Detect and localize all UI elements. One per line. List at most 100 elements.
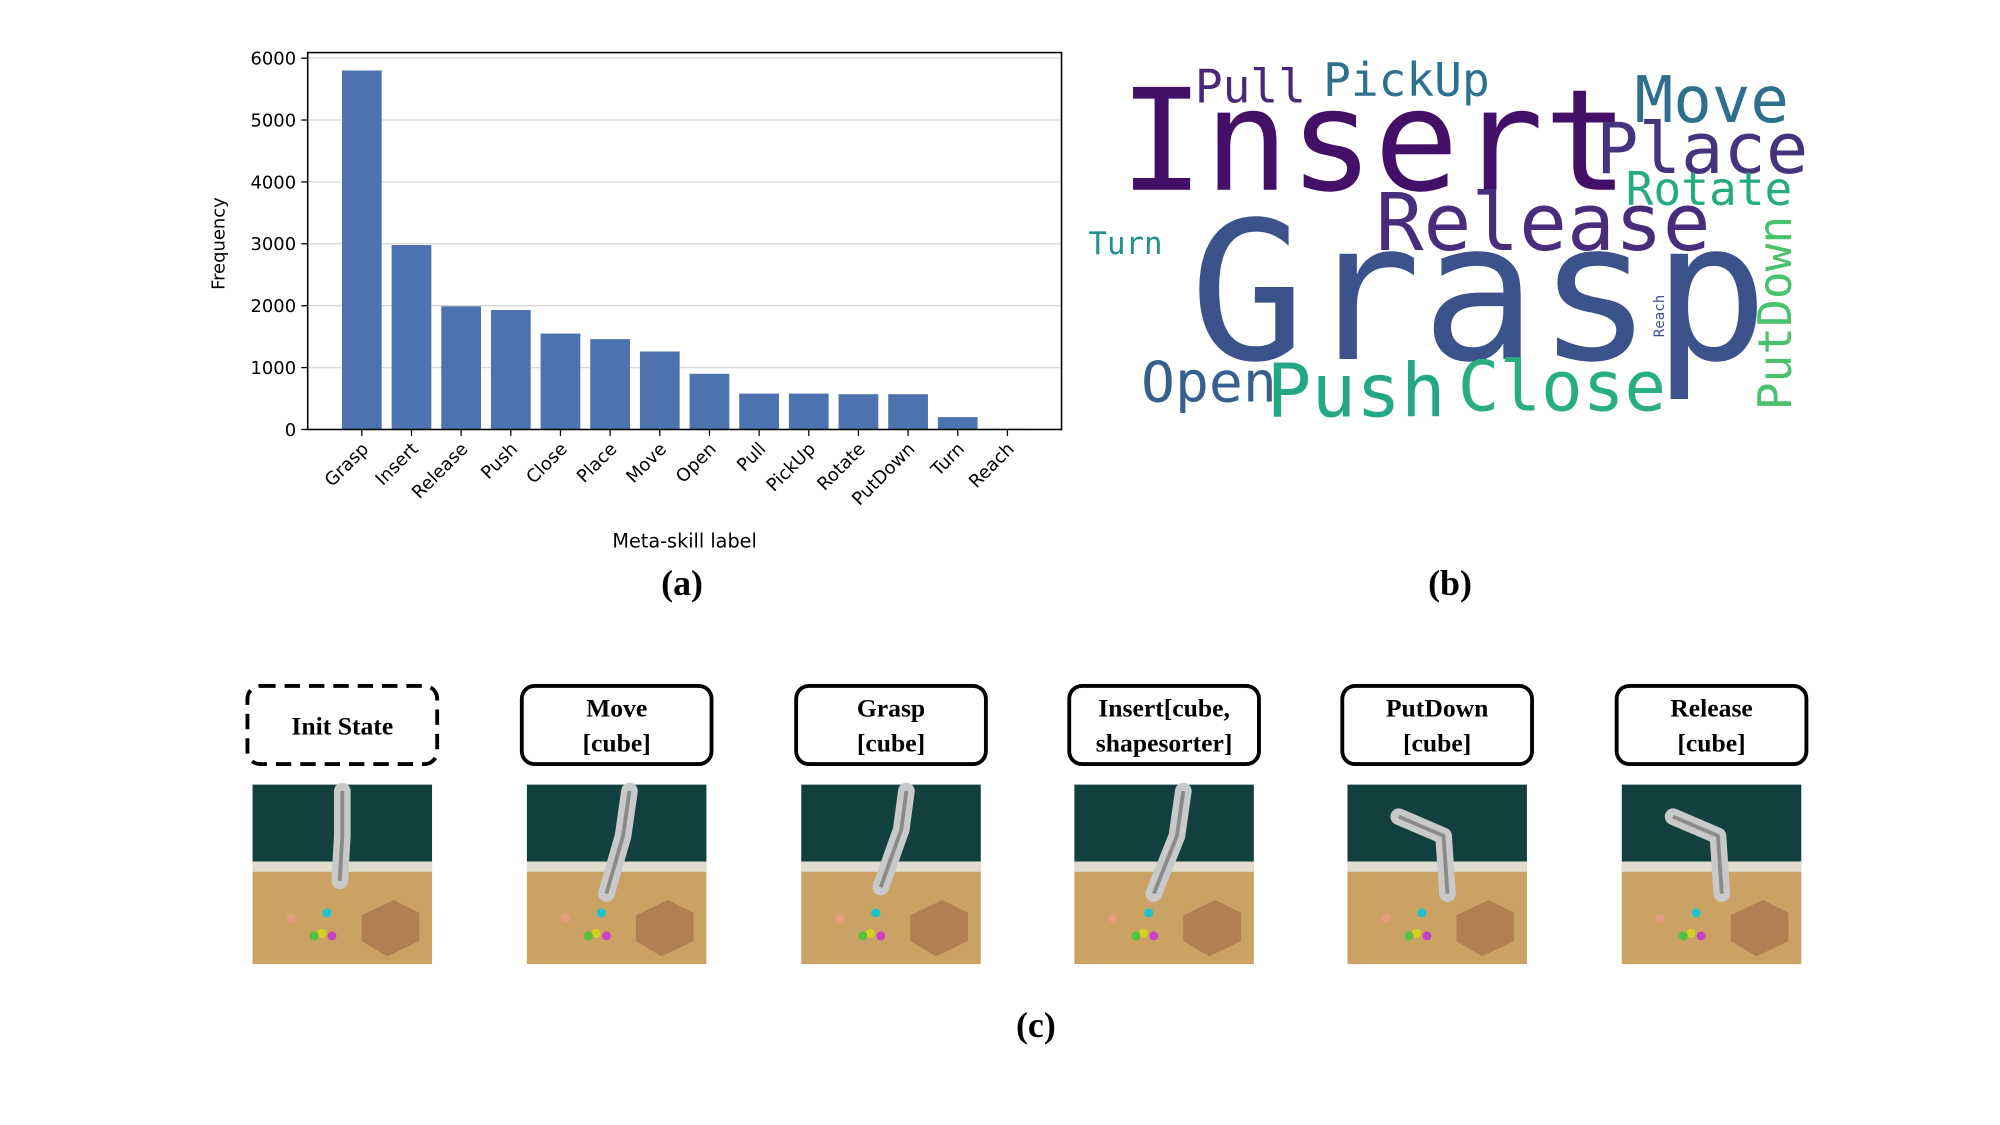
object — [583, 931, 593, 941]
y-tick-label: 6000 — [250, 49, 296, 70]
word: Reach — [1652, 295, 1668, 337]
word: Rotate — [1626, 162, 1793, 216]
shape-sorter — [361, 900, 420, 957]
word: Move — [1635, 64, 1789, 138]
word: Push — [1267, 348, 1446, 435]
robot-arm-shade — [1152, 790, 1186, 895]
step-box — [794, 683, 988, 767]
step-box — [1340, 683, 1534, 767]
step-box — [1614, 683, 1809, 767]
x-tick-label: Move — [622, 439, 671, 488]
robot-arm-shade — [1672, 814, 1724, 894]
object — [560, 913, 570, 923]
step-label: Release — [1670, 694, 1753, 723]
object — [866, 928, 875, 938]
word: Place — [1596, 108, 1808, 190]
x-axis-label: Meta-skill label — [612, 529, 756, 552]
object — [286, 913, 296, 923]
step-label: Insert[cube, — [1098, 694, 1230, 723]
step-label: Grasp — [857, 694, 925, 723]
object — [1655, 913, 1665, 923]
object — [601, 931, 611, 941]
y-tick-label: 0 — [285, 420, 296, 441]
bar — [391, 245, 432, 430]
x-tick-label: Turn — [927, 439, 969, 481]
bar — [490, 310, 531, 430]
object — [1404, 931, 1414, 941]
object — [1417, 908, 1427, 918]
step-label: shapesorter] — [1096, 728, 1233, 757]
bar — [888, 394, 928, 430]
object — [1696, 931, 1706, 941]
shape-sorter — [910, 900, 968, 957]
plot-frame — [306, 51, 1063, 431]
object — [596, 908, 606, 918]
shape-sorter — [635, 900, 694, 957]
step-label: Move — [586, 694, 647, 723]
scene-image — [252, 782, 433, 965]
y-tick-label: 2000 — [250, 296, 296, 317]
robot-arm-shade — [337, 791, 345, 881]
x-tick-label: Open — [672, 439, 721, 488]
object — [317, 928, 327, 938]
object — [1144, 908, 1154, 918]
robot-arm-shade — [1397, 814, 1450, 894]
panel-label: (c) — [1016, 1005, 1056, 1045]
y-axis-label: Frequency — [208, 197, 229, 290]
word: Insert — [1119, 60, 1628, 224]
word: PutDown — [1748, 216, 1802, 410]
object — [1131, 931, 1141, 941]
step-label: [cube] — [857, 728, 925, 757]
robot-arm-shade — [878, 790, 909, 888]
bar — [689, 373, 730, 430]
step-label: [cube] — [1677, 728, 1745, 757]
object — [327, 931, 337, 941]
word: Turn — [1088, 226, 1162, 262]
step-label: Init State — [291, 712, 393, 741]
object — [1422, 931, 1432, 941]
x-tick-label: PickUp — [763, 439, 820, 496]
x-tick-label: Pull — [733, 439, 770, 476]
step-box — [245, 683, 440, 767]
x-tick-label: Reach — [965, 439, 1019, 493]
scene-image — [1347, 784, 1527, 965]
word: Grasp — [1190, 182, 1769, 405]
bar — [590, 339, 630, 430]
word: Close — [1458, 347, 1666, 427]
object — [1139, 928, 1149, 938]
y-tick-label: 3000 — [250, 234, 296, 255]
bar — [838, 394, 879, 430]
bar — [441, 306, 482, 430]
panel-label: (b) — [1428, 563, 1472, 603]
object — [1691, 908, 1701, 918]
panel-label: (a) — [661, 563, 703, 603]
bar — [639, 351, 680, 430]
y-tick-label: 5000 — [250, 110, 296, 131]
bar — [540, 333, 581, 430]
bar — [341, 70, 382, 430]
object — [858, 931, 868, 941]
x-tick-label: Grasp — [321, 439, 373, 491]
shape-sorter — [1456, 900, 1515, 957]
step-label: [cube] — [583, 728, 651, 757]
robot-arm-shade — [604, 790, 632, 895]
step-box — [1067, 683, 1261, 767]
x-tick-label: Release — [408, 439, 472, 503]
shape-sorter — [1183, 900, 1242, 957]
y-tick-label: 1000 — [250, 358, 296, 379]
x-tick-label: Place — [573, 439, 622, 488]
word: Open — [1141, 350, 1277, 415]
bar — [739, 393, 779, 430]
object — [1412, 928, 1422, 938]
x-tick-label: Push — [477, 439, 522, 484]
object — [876, 931, 886, 941]
bar — [937, 417, 978, 430]
table-edge — [1621, 861, 1802, 872]
scene-image — [801, 782, 981, 965]
step-label: PutDown — [1386, 694, 1489, 723]
bar — [788, 393, 829, 430]
step-label: [cube] — [1403, 728, 1471, 757]
object — [322, 908, 332, 918]
